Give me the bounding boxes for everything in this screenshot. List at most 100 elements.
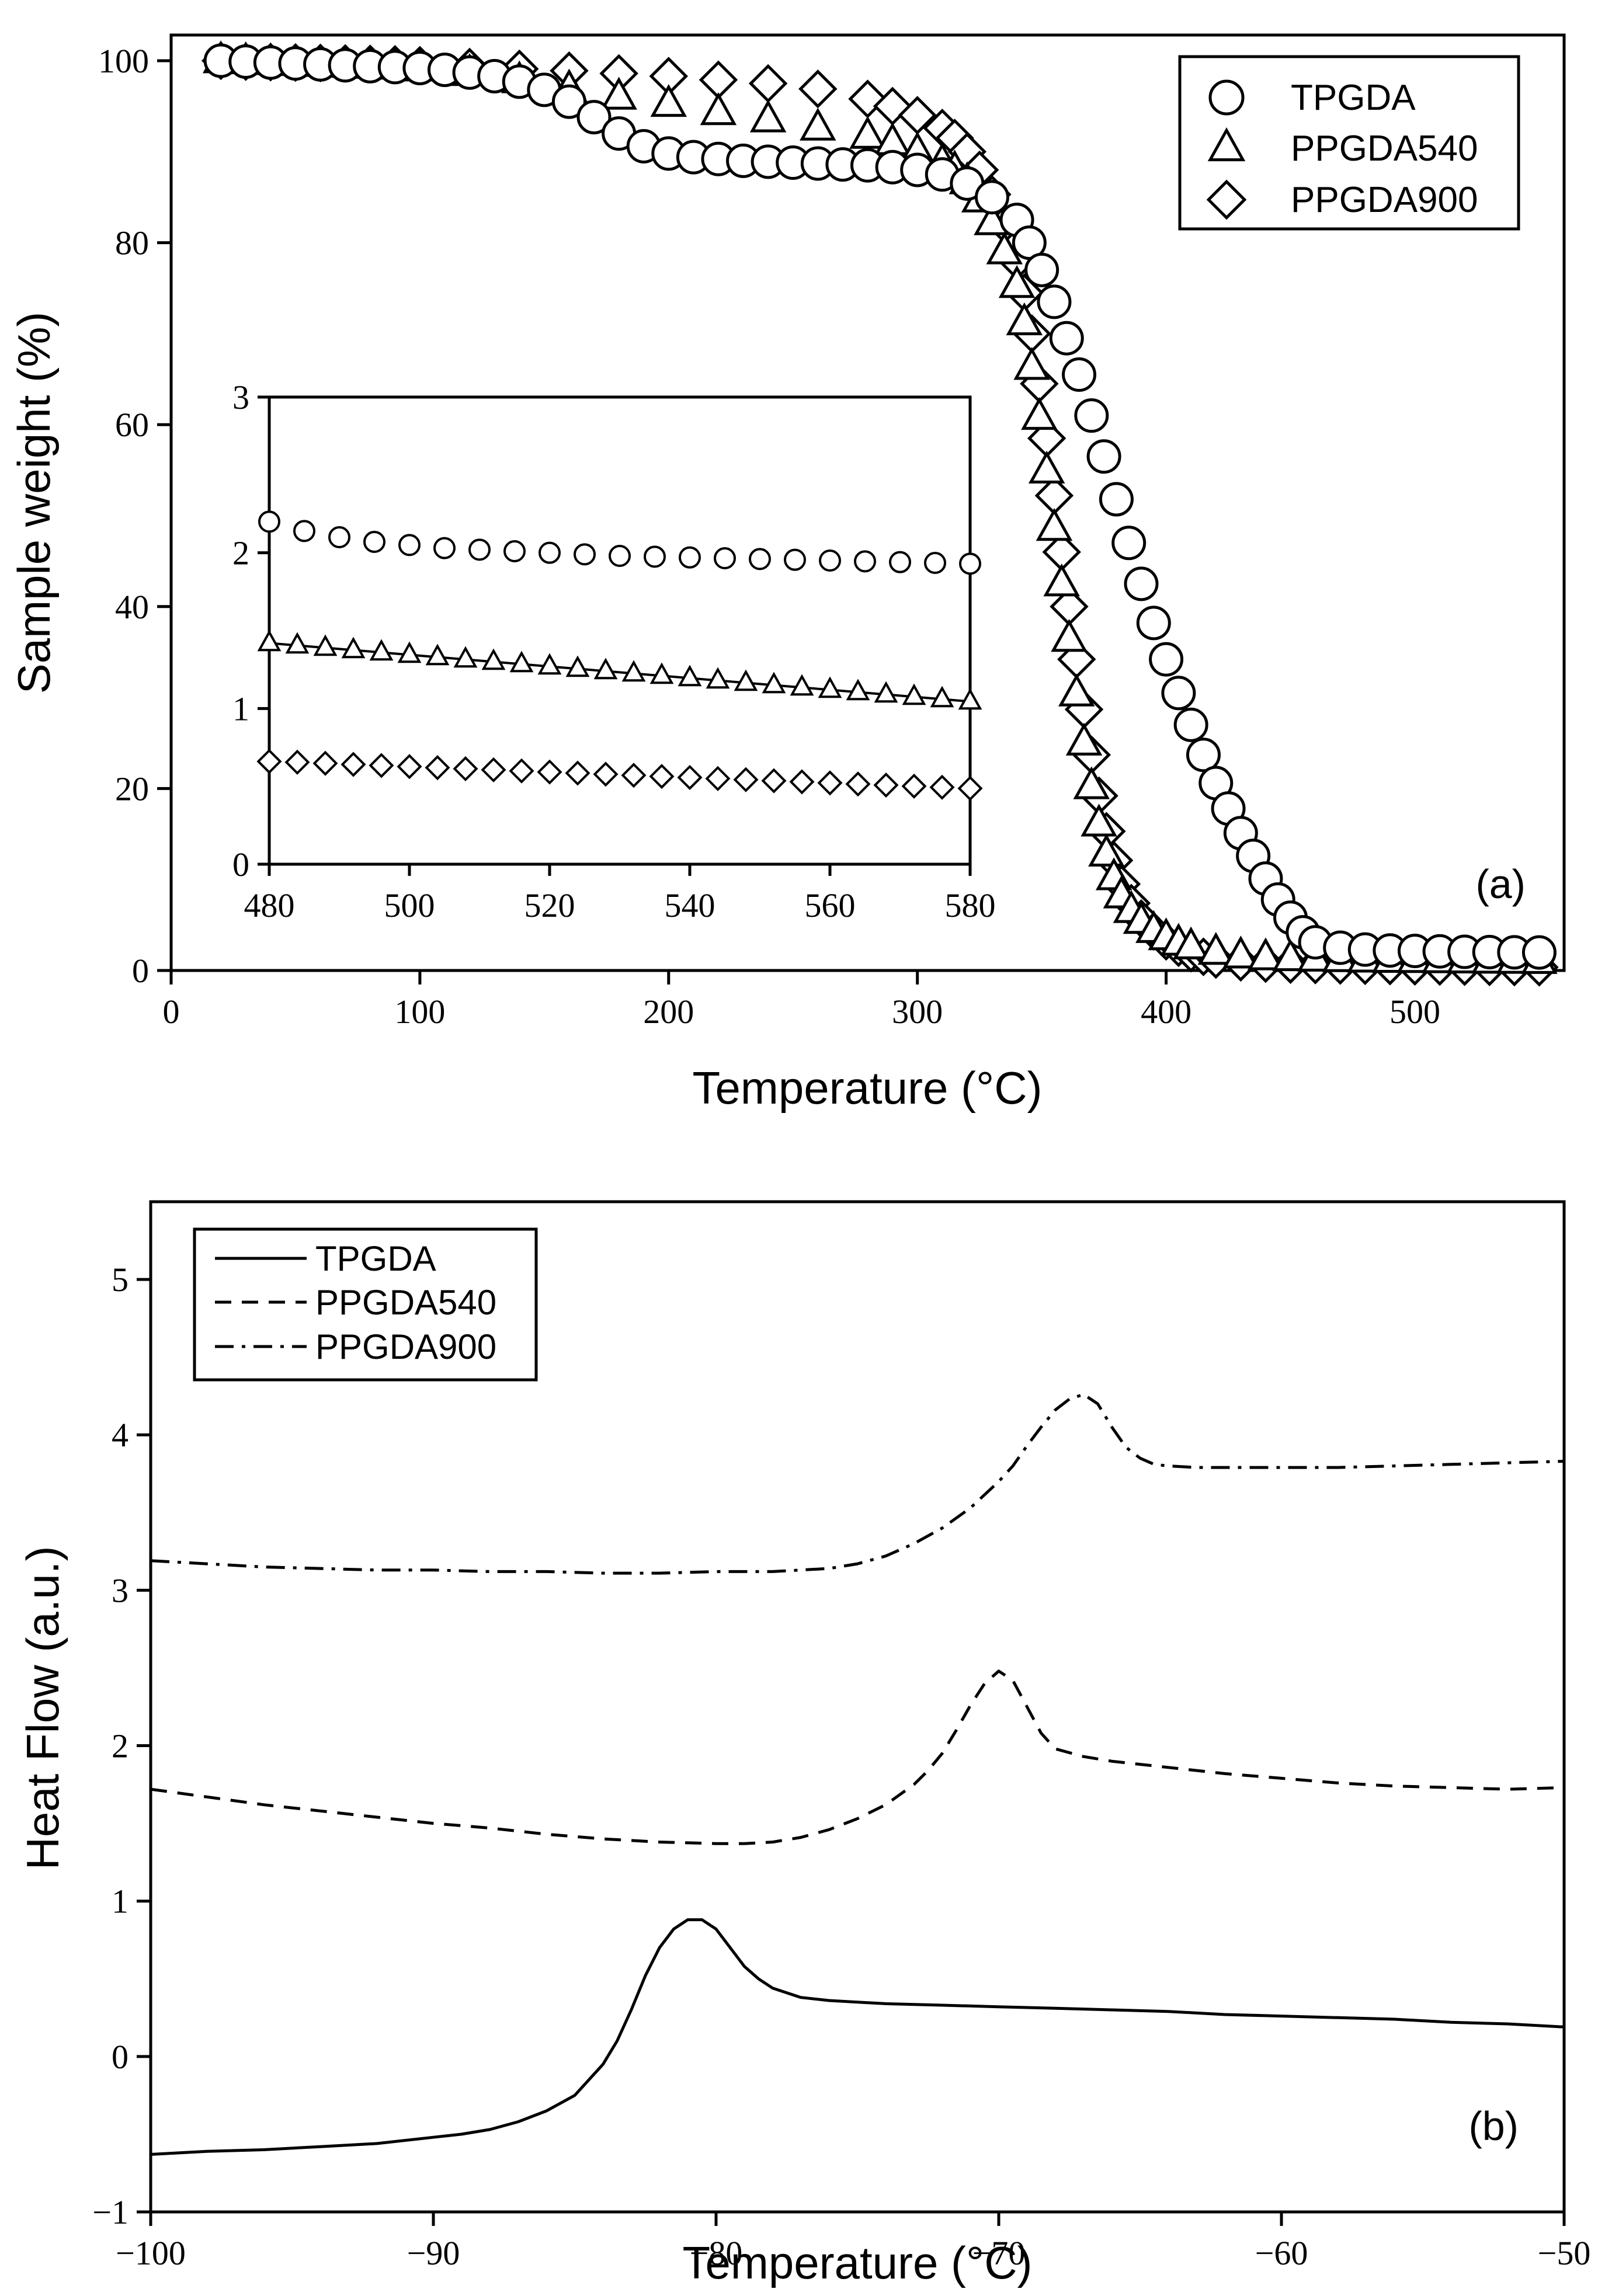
inset-chart: 480 500 520 540 560 580 0 1 2 3: [232, 378, 996, 924]
data-point-ppgda540: [1006, 302, 1043, 336]
legend-marker-ppgda900: [1206, 179, 1247, 220]
inset-point-tpgda: [574, 543, 596, 566]
inset-x-tick-label: 540: [665, 886, 715, 924]
panel-b-y-tick-label: 0: [112, 2038, 128, 2076]
data-point-ppgda540: [1247, 937, 1284, 970]
panel-a-label: (a): [1475, 861, 1526, 907]
inset-point-ppgda900: [369, 753, 394, 778]
panel-b-y-tick-label: 4: [112, 1416, 128, 1454]
panel-a-legend: TPGDA PPGDA540 PPGDA900: [1178, 55, 1520, 231]
data-point-ppgda540: [1073, 766, 1110, 799]
inset-point-tpgda: [679, 546, 701, 569]
panel-a-legend-markers: [1206, 79, 1247, 220]
inset-point-ppgda900: [761, 768, 787, 794]
inset-point-tpgda: [714, 547, 736, 569]
data-point-tpgda: [551, 84, 586, 119]
data-point-ppgda540: [1036, 507, 1073, 541]
inset-point-ppgda900: [565, 760, 590, 786]
inset-point-ppgda900: [256, 749, 282, 774]
data-point-ppgda540: [1021, 396, 1058, 430]
data-point-ppgda540: [1088, 833, 1125, 867]
inset-point-ppgda540: [537, 653, 562, 675]
data-point-ppgda540: [1172, 926, 1210, 959]
legend-label-ppgda900: PPGDA900: [1291, 180, 1478, 220]
panel-b-label: (b): [1468, 2103, 1519, 2149]
panel-a-x-tick-label: 200: [643, 993, 694, 1031]
inset-x-axis: 480 500 520 540 560 580: [244, 864, 996, 924]
panel-a-y-tick-label: 100: [98, 42, 149, 80]
data-point-tpgda: [1136, 606, 1171, 641]
inset-point-ppgda900: [397, 754, 422, 780]
inset-y-tick-label: 0: [232, 846, 249, 883]
inset-point-ppgda540: [706, 667, 730, 689]
inset-point-ppgda540: [369, 639, 394, 661]
panel-a-x-tick-label: 500: [1389, 993, 1440, 1031]
panel-b-y-tick-label: 3: [112, 1571, 128, 1609]
data-point-ppgda540: [1222, 935, 1259, 969]
inset-point-ppgda540: [818, 676, 842, 698]
inset-point-ppgda540: [621, 660, 646, 682]
legend-label-tpgda-b: TPGDA: [315, 1239, 436, 1278]
data-point-tpgda: [1161, 676, 1196, 711]
inset-point-tpgda: [293, 520, 315, 542]
inset-series-ppgda900: [256, 749, 983, 801]
panel-a-x-axis-title: Temperature (°C): [692, 1062, 1042, 1114]
panel-a-y-tick-label: 40: [115, 588, 149, 626]
panel-b-y-tick-label: 2: [112, 1727, 128, 1765]
inset-point-ppgda540: [649, 662, 674, 684]
panel-a-x-axis: 0 100 200 300 400 500: [163, 970, 1440, 1031]
inset-point-ppgda900: [509, 758, 534, 784]
panel-b-x-tick-label: −80: [690, 2234, 743, 2272]
data-point-tpgda: [1173, 707, 1208, 742]
panel-b-y-tick-label: 1: [112, 1883, 128, 1921]
inset-point-ppgda540: [313, 634, 338, 656]
inset-point-ppgda900: [957, 775, 983, 801]
panel-b-legend: TPGDA PPGDA540 PPGDA900: [193, 1227, 538, 1382]
inset-point-ppgda540: [790, 674, 814, 696]
inset-point-tpgda: [644, 545, 666, 568]
inset-point-tpgda: [468, 538, 491, 561]
inset-x-tick-label: 580: [945, 886, 996, 924]
inset-point-tpgda: [433, 537, 456, 559]
inset-series-ppgda540: [257, 629, 982, 710]
legend-label-ppgda900-b: PPGDA900: [315, 1327, 496, 1366]
inset-point-ppgda540: [565, 655, 590, 677]
panel-b-y-axis: −1 0 1 2 3 4 5: [92, 1261, 151, 2231]
inset-point-ppgda900: [341, 752, 366, 777]
inset-x-tick-label: 560: [805, 886, 856, 924]
inset-point-ppgda900: [677, 764, 703, 790]
inset-point-ppgda540: [846, 679, 870, 701]
data-point-ppgda540: [1028, 450, 1065, 484]
data-point-ppgda540: [600, 76, 637, 110]
inset-point-tpgda: [363, 531, 385, 553]
panel-a-y-tick-label: 20: [115, 770, 149, 808]
data-point-tpgda: [1074, 398, 1109, 433]
legend-label-tpgda: TPGDA: [1291, 78, 1416, 118]
data-point-tpgda: [1086, 439, 1121, 474]
panel-b-x-tick-label: −70: [972, 2234, 1026, 2272]
panel-b-x-axis-title: Temperature (°C): [682, 2237, 1032, 2288]
inset-point-ppgda900: [284, 749, 310, 775]
panel-b-plot-frame: [149, 1200, 1566, 2214]
series-line-ppgda900: [150, 1393, 1565, 1575]
data-point-ppgda540: [1058, 673, 1095, 707]
legend-label-ppgda540: PPGDA540: [1291, 128, 1478, 169]
inset-point-ppgda900: [425, 755, 450, 781]
data-point-ppgda540: [1081, 803, 1117, 837]
inset-point-ppgda540: [453, 646, 478, 668]
inset-point-ppgda540: [285, 632, 310, 654]
inset-point-ppgda900: [621, 763, 647, 788]
inset-point-ppgda540: [762, 672, 786, 694]
panel-a-y-tick-label: 0: [132, 952, 149, 990]
panel-b-x-tick-label: −90: [407, 2234, 460, 2272]
inset-point-ppgda540: [509, 650, 534, 673]
inset-y-tick-label: 3: [232, 378, 249, 416]
inset-x-tick-label: 520: [524, 886, 575, 924]
panel-a-series: [201, 40, 1559, 987]
panel-a-x-tick-label: 100: [394, 993, 445, 1031]
panel-b-y-axis-title: Heat Flow (a.u.): [17, 1546, 68, 1870]
data-point-ppgda900: [699, 60, 738, 99]
inset-point-tpgda: [539, 541, 561, 564]
inset-point-tpgda: [328, 526, 350, 548]
